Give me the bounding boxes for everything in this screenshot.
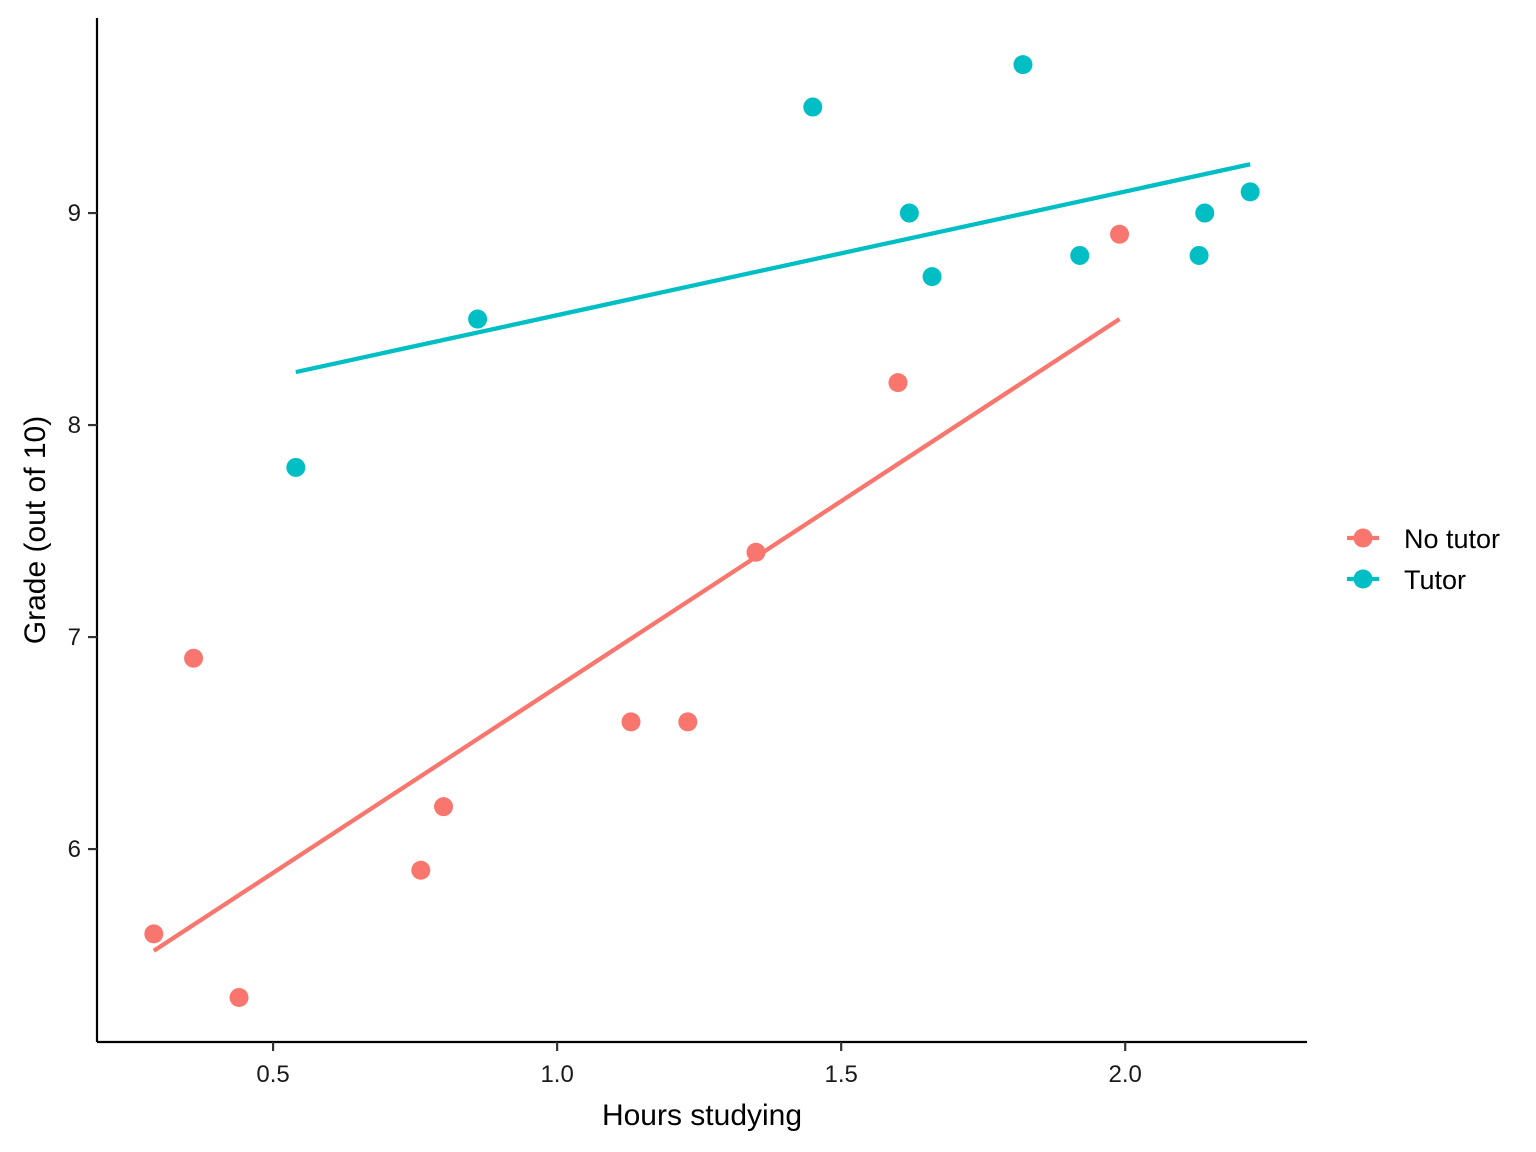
legend-item-tutor: Tutor: [1347, 565, 1466, 595]
legend-key-point: [1353, 528, 1373, 548]
x-tick-label: 1.0: [540, 1061, 573, 1088]
y-tick-label: 8: [68, 412, 81, 439]
data-point-tutor: [1070, 245, 1090, 265]
data-point-no-tutor: [1110, 224, 1130, 244]
data-point-no-tutor: [411, 860, 431, 880]
data-point-tutor: [899, 203, 919, 223]
plot-area: [144, 55, 1260, 1007]
data-point-no-tutor: [184, 648, 204, 668]
y-tick-label: 7: [68, 624, 81, 651]
legend-item-no-tutor: No tutor: [1347, 524, 1500, 554]
data-point-tutor: [1195, 203, 1215, 223]
data-point-no-tutor: [746, 542, 766, 562]
data-point-tutor: [803, 97, 823, 117]
data-point-no-tutor: [229, 987, 249, 1007]
data-point-tutor: [286, 457, 306, 477]
data-point-no-tutor: [434, 797, 454, 817]
data-point-tutor: [1013, 55, 1033, 75]
data-point-tutor: [468, 309, 488, 329]
data-point-no-tutor: [144, 924, 164, 944]
fit-line-no-tutor: [152, 317, 1121, 953]
data-point-no-tutor: [621, 712, 641, 732]
data-point-no-tutor: [678, 712, 698, 732]
legend-label: No tutor: [1404, 524, 1500, 554]
data-point-tutor: [1189, 245, 1209, 265]
y-axis-title: Grade (out of 10): [19, 416, 52, 644]
fit-line-tutor: [295, 162, 1251, 375]
x-tick-label: 1.5: [824, 1061, 857, 1088]
x-axis-title: Hours studying: [602, 1099, 802, 1132]
y-tick-label: 9: [68, 200, 81, 227]
legend-key-point: [1353, 569, 1373, 589]
legend: No tutor Tutor: [1347, 524, 1500, 595]
legend-label: Tutor: [1404, 565, 1466, 595]
data-point-tutor: [922, 267, 942, 287]
x-tick-label: 0.5: [256, 1061, 289, 1088]
data-point-tutor: [1240, 182, 1260, 202]
data-point-no-tutor: [888, 373, 908, 393]
y-axis-ticks: 6 7 8 9: [68, 200, 97, 863]
x-tick-label: 2.0: [1109, 1061, 1142, 1088]
y-tick-label: 6: [68, 836, 81, 863]
x-axis-ticks: 0.5 1.0 1.5 2.0: [256, 1042, 1142, 1088]
